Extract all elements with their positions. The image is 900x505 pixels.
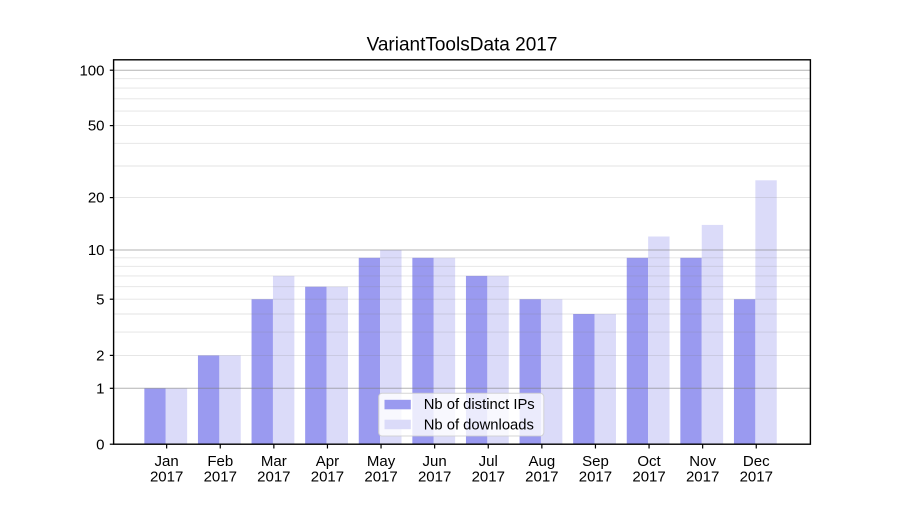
svg-text:Nb of distinct IPs: Nb of distinct IPs — [424, 397, 535, 413]
svg-text:Sep: Sep — [582, 453, 609, 470]
svg-text:VariantToolsData 2017: VariantToolsData 2017 — [367, 34, 558, 55]
svg-text:2017: 2017 — [525, 469, 558, 486]
svg-text:2017: 2017 — [472, 469, 505, 486]
svg-text:0: 0 — [96, 436, 104, 453]
svg-text:2017: 2017 — [257, 469, 290, 486]
svg-text:10: 10 — [88, 242, 105, 259]
svg-text:50: 50 — [88, 118, 105, 135]
svg-text:2017: 2017 — [418, 469, 451, 486]
svg-text:Jul: Jul — [479, 453, 498, 470]
svg-text:Nov: Nov — [689, 453, 716, 470]
svg-text:May: May — [367, 453, 396, 470]
svg-text:20: 20 — [88, 190, 105, 207]
svg-text:Mar: Mar — [261, 453, 287, 470]
svg-text:Dec: Dec — [743, 453, 770, 470]
svg-text:2017: 2017 — [364, 469, 397, 486]
svg-text:Aug: Aug — [528, 453, 555, 470]
svg-text:2017: 2017 — [740, 469, 773, 486]
svg-text:Oct: Oct — [637, 453, 661, 470]
svg-text:100: 100 — [79, 62, 104, 79]
svg-text:2017: 2017 — [686, 469, 719, 486]
svg-text:Feb: Feb — [207, 453, 233, 470]
svg-text:Jun: Jun — [423, 453, 447, 470]
svg-text:2: 2 — [96, 348, 104, 365]
svg-text:2017: 2017 — [150, 469, 183, 486]
svg-text:5: 5 — [96, 291, 104, 308]
svg-text:2017: 2017 — [579, 469, 612, 486]
svg-text:2017: 2017 — [311, 469, 344, 486]
svg-text:Jan: Jan — [155, 453, 179, 470]
svg-text:Apr: Apr — [316, 453, 339, 470]
svg-text:Nb of downloads: Nb of downloads — [424, 418, 534, 434]
svg-text:2017: 2017 — [632, 469, 665, 486]
svg-text:1: 1 — [96, 380, 104, 397]
svg-text:2017: 2017 — [204, 469, 237, 486]
